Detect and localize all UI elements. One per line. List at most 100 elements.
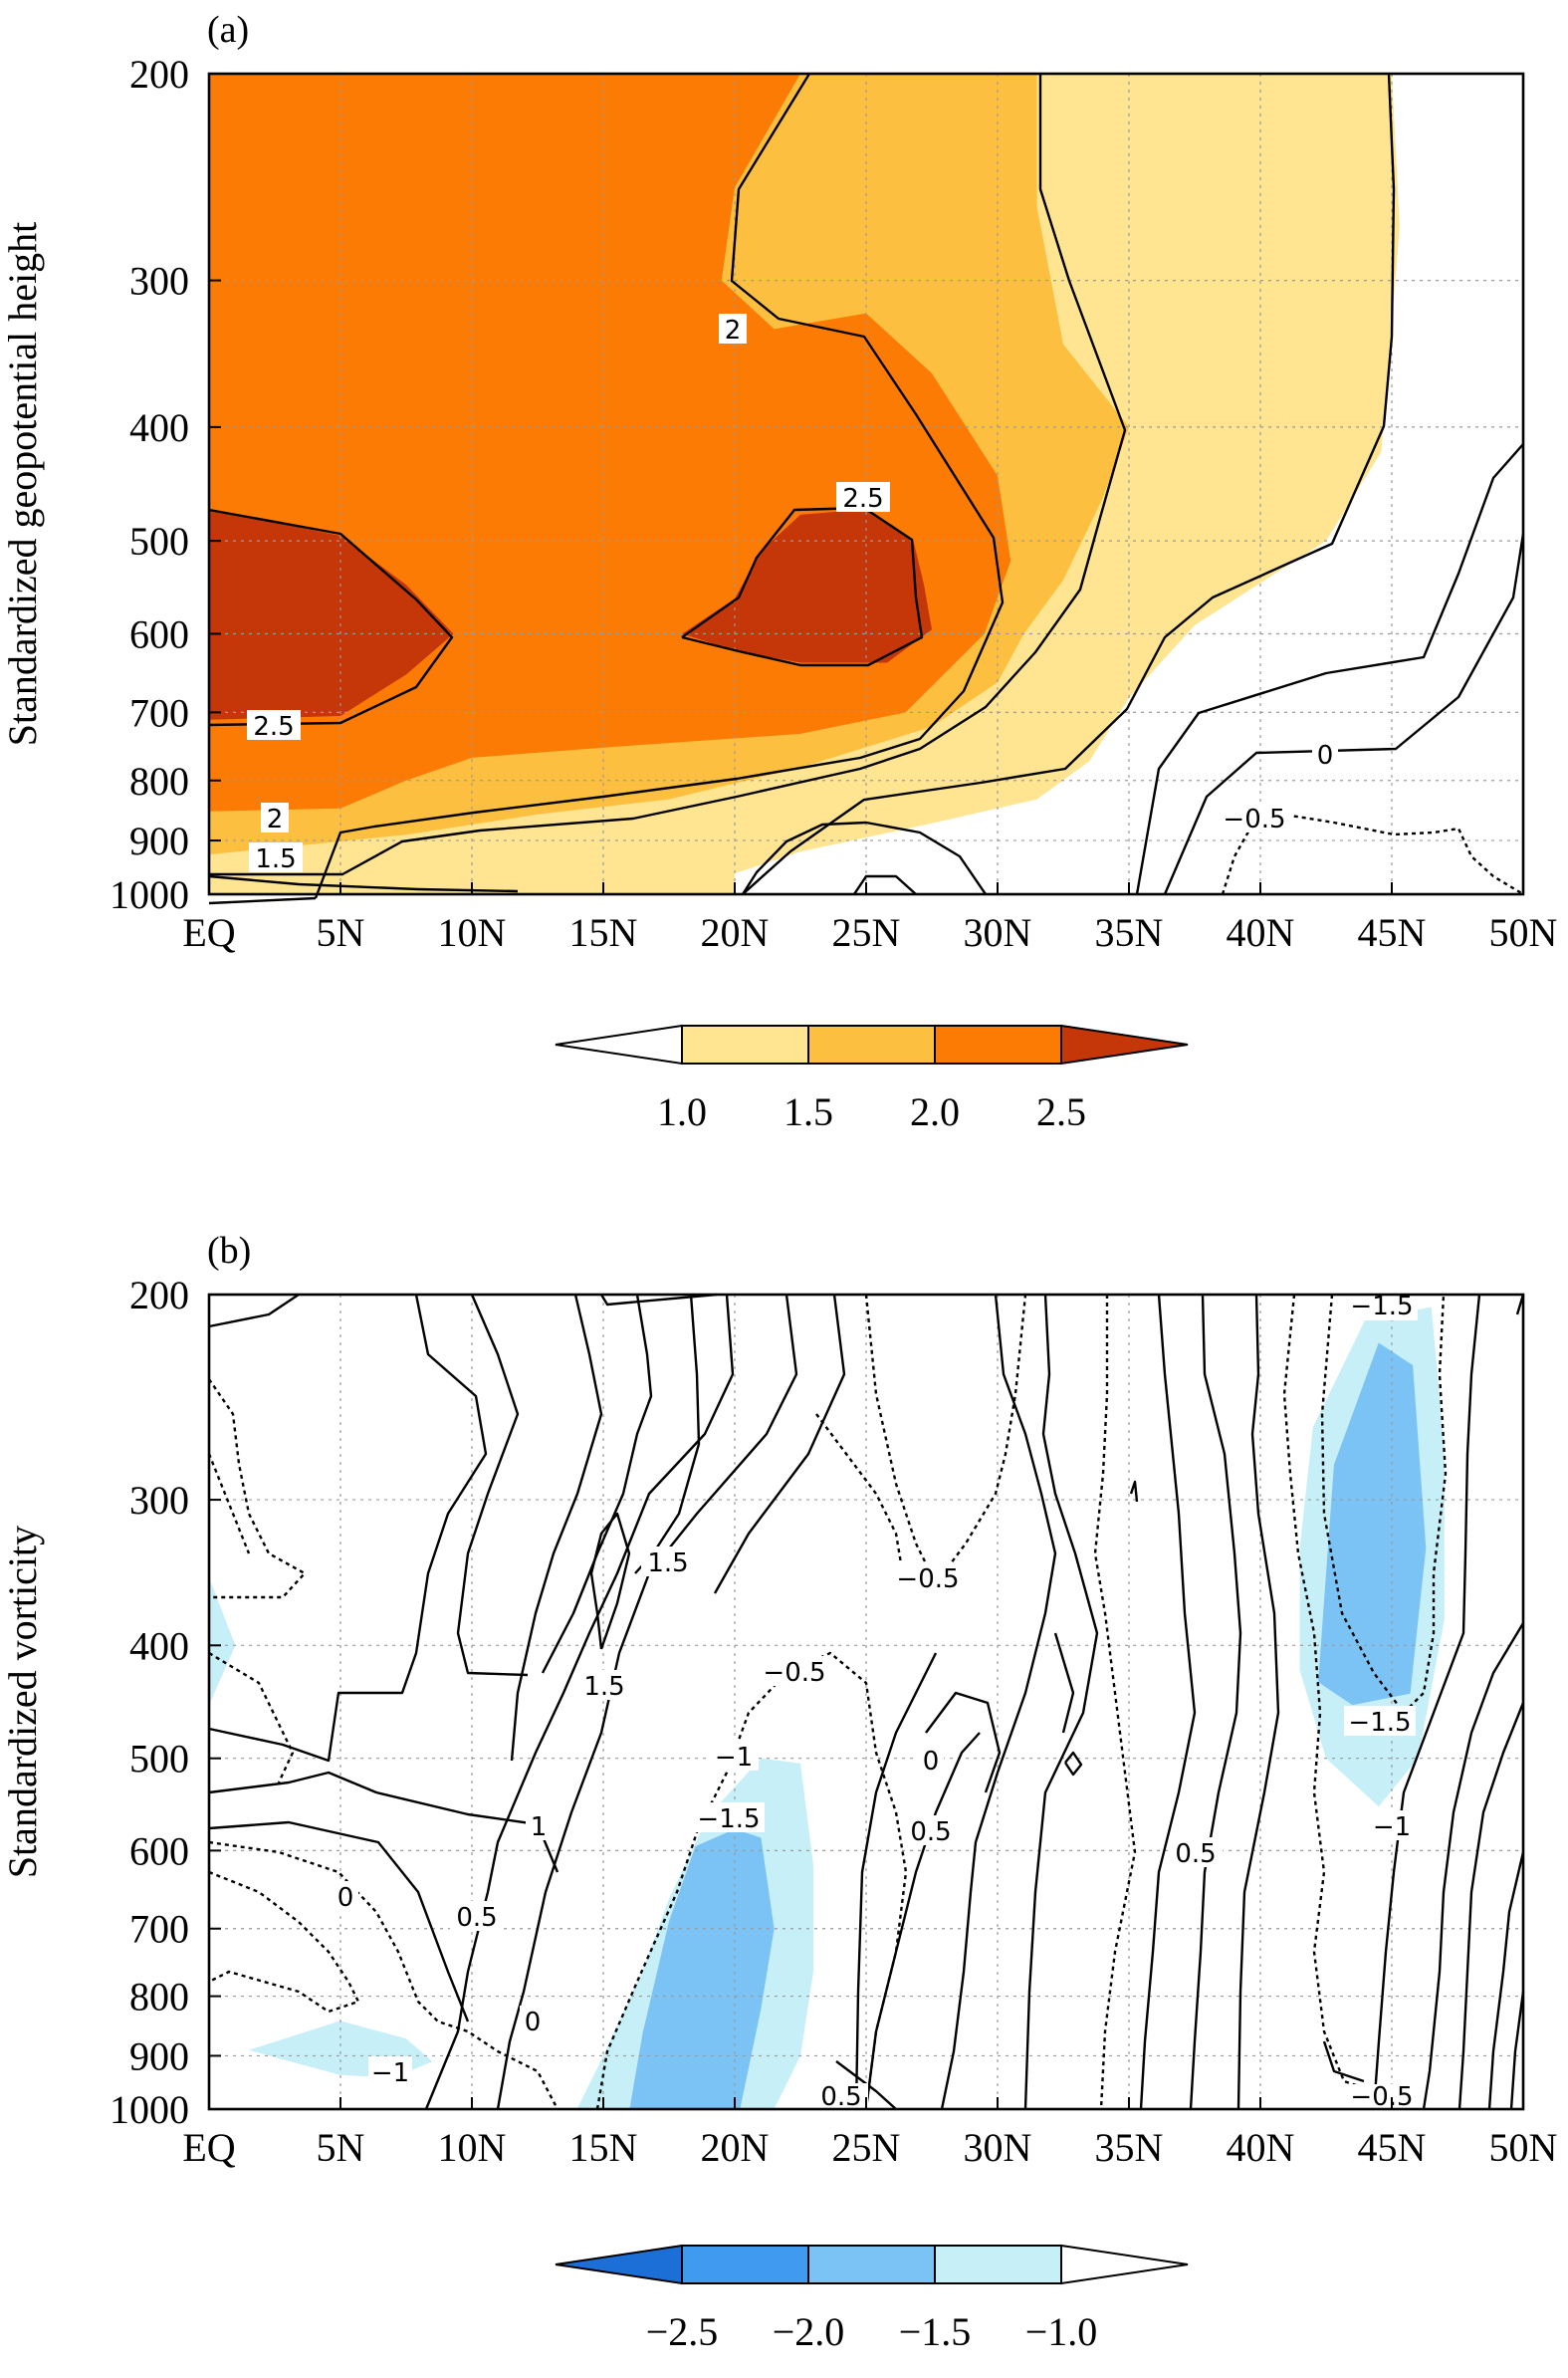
shaded-region — [1318, 1342, 1427, 1706]
contour-line — [456, 1294, 529, 1677]
x-tick-label: 20N — [701, 2125, 770, 2170]
panel-b-tag: (b) — [207, 1230, 251, 1272]
y-tick-label: 800 — [129, 1975, 189, 2020]
contour-label: −1 — [1373, 1812, 1411, 1842]
panel-a-tag: (a) — [207, 9, 249, 51]
x-tick-label: 15N — [569, 2125, 638, 2170]
contour-label: 0.5 — [910, 1817, 951, 1847]
x-tick-label: 20N — [701, 910, 770, 955]
contour-label: 1.5 — [255, 844, 296, 874]
colorbar-segment — [934, 1025, 1062, 1065]
contour-line — [741, 821, 987, 895]
contour-label: 0.5 — [820, 2082, 861, 2112]
contour-label: 0 — [1317, 741, 1334, 771]
colorbar-label: −1.0 — [1025, 2309, 1098, 2354]
contour-line — [864, 1732, 981, 2110]
contour-line — [314, 73, 1005, 899]
contour-label: 1.5 — [647, 1548, 688, 1578]
x-tick-label: 10N — [438, 2125, 507, 2170]
contour-line — [510, 1294, 603, 1762]
colorbar-segment — [807, 1025, 936, 1065]
contour-line — [742, 73, 1396, 895]
contour-line — [1129, 1480, 1139, 1503]
x-tick-label: 45N — [1358, 2125, 1427, 2170]
contour-line — [1509, 1991, 1525, 2110]
shaded-region — [209, 1577, 236, 1706]
x-tick-label: 25N — [832, 910, 901, 955]
y-tick-label: 600 — [129, 1828, 189, 1873]
contour-line — [208, 896, 317, 905]
contour-line — [208, 1294, 488, 1763]
panel-b-shading — [209, 1307, 1445, 2109]
shaded-region — [629, 1828, 775, 2109]
x-tick-label: 50N — [1489, 2125, 1558, 2170]
colorbar-label: −2.0 — [773, 2309, 845, 2354]
panel-a-y-axis-title: Standardized geopotential height — [0, 222, 45, 747]
x-tick-label: 5N — [317, 2125, 365, 2170]
contour-line — [1422, 1622, 1525, 2110]
y-tick-label: 300 — [129, 1478, 189, 1523]
y-tick-label: 300 — [129, 259, 189, 304]
y-tick-label: 900 — [129, 819, 189, 863]
contour-line — [1487, 1851, 1525, 2110]
contour-line — [1322, 2040, 1365, 2083]
contour-line-negative — [208, 1378, 307, 1599]
colorbar-segment — [681, 2245, 809, 2284]
contour-label: 0 — [337, 1883, 354, 1913]
contour-label: 0.5 — [456, 1903, 497, 1933]
x-tick-label: 40N — [1227, 2125, 1295, 2170]
contour-line-negative — [815, 1413, 908, 1594]
y-tick-label: 500 — [129, 519, 189, 564]
contour-line — [713, 1294, 846, 1594]
contour-line — [1135, 443, 1524, 895]
contour-line-negative — [1093, 1295, 1137, 2110]
contour-label: −1.5 — [697, 1804, 760, 1834]
contour-label: 2 — [267, 805, 284, 834]
panel-a-x-axis: EQ 5N 10N 15N 20N 25N 30N 35N 40N 45N 50N — [182, 882, 1557, 955]
contour-label: 2.5 — [253, 712, 294, 742]
x-tick-label: 35N — [1095, 2125, 1164, 2170]
colorbar-label: 2.0 — [910, 1089, 960, 1134]
colorbar-segment — [807, 2245, 936, 2284]
x-tick-label: 30N — [964, 2125, 1032, 2170]
colorbar-label: 2.5 — [1036, 1089, 1086, 1134]
x-tick-label: 15N — [569, 910, 638, 955]
contour-label: −1.5 — [1350, 1292, 1413, 1321]
panel-a-colorbar: 1.0 1.5 2.0 2.5 — [555, 1024, 1189, 1134]
x-tick-label: 45N — [1358, 910, 1427, 955]
contour-line — [424, 1294, 735, 2110]
panel-b-contour-labels: 1.5 1.5 −0.5 −0.5 −1 −1.5 0 0.5 0.5 1 0 … — [333, 1292, 1418, 2112]
y-tick-label: 400 — [129, 1623, 189, 1668]
contour-label: −0.5 — [763, 1658, 825, 1688]
x-tick-label: 50N — [1489, 910, 1558, 955]
colorbar-end-triangle — [1060, 1024, 1189, 1066]
x-tick-label: 5N — [317, 910, 365, 955]
x-tick-label: 40N — [1227, 910, 1295, 955]
y-tick-label: 700 — [129, 690, 189, 735]
contour-label: −1 — [715, 1743, 753, 1773]
y-tick-label: 200 — [129, 52, 189, 97]
contour-line — [1064, 1751, 1083, 1777]
panel-b-grid — [209, 1295, 1523, 2109]
contour-label: −0.5 — [1223, 805, 1285, 834]
contour-line — [835, 2060, 897, 2110]
contour-line — [208, 1294, 300, 1328]
contour-line — [1023, 1294, 1099, 2110]
contour-line-negative — [1320, 1294, 1448, 1715]
panel-b-contours — [207, 1293, 1525, 2111]
panel-a-contour-labels: 2 2.5 2.5 2 1.5 0 −0.5 — [247, 314, 1338, 874]
x-tick-label: 30N — [964, 910, 1032, 955]
panel-b-y-axis-title: Standardized vorticity — [0, 1526, 45, 1878]
contour-line — [1139, 1294, 1197, 2110]
colorbar-segment — [934, 2245, 1062, 2284]
contour-line — [1457, 1702, 1525, 2110]
colorbar-end-triangle — [555, 2244, 683, 2285]
contour-line — [599, 1293, 718, 1307]
shaded-region — [682, 509, 932, 663]
contour-line — [853, 874, 917, 895]
contour-label: 0.5 — [1175, 1839, 1216, 1869]
contour-label: 0 — [923, 1747, 940, 1777]
contour-label: −0.5 — [896, 1564, 959, 1594]
colorbar-label: 1.5 — [784, 1089, 833, 1134]
